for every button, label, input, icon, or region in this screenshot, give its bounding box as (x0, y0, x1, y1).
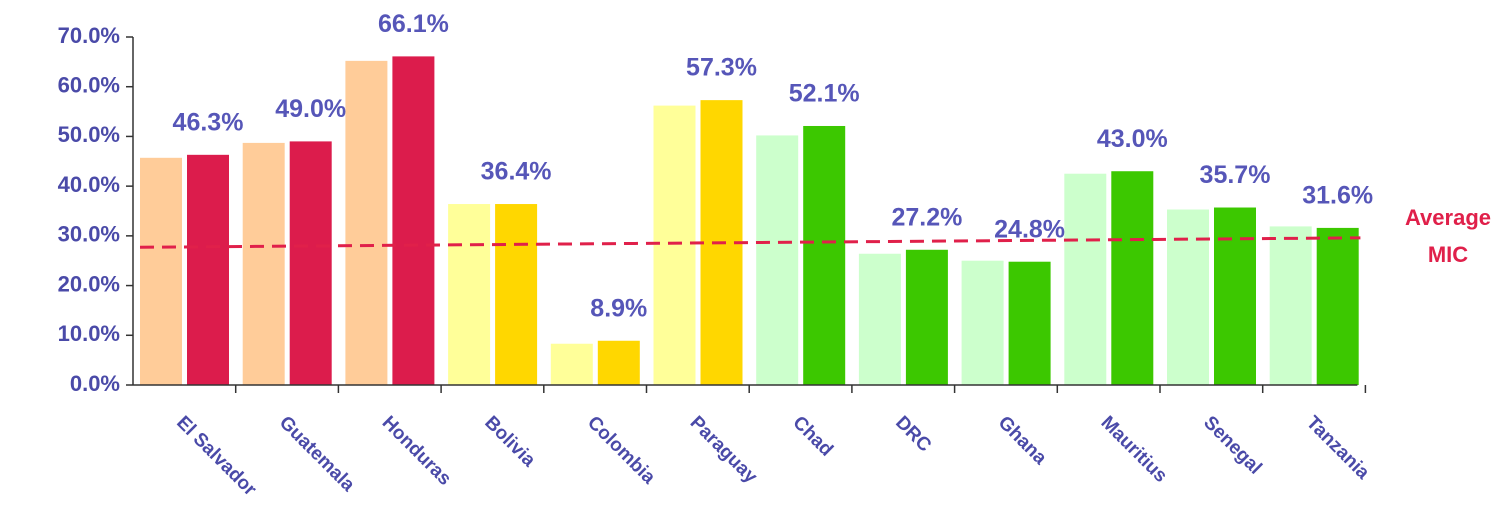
y-tick-label: 40.0% (58, 172, 120, 197)
bar (495, 204, 538, 385)
average-label: MIC (1428, 242, 1468, 267)
average-line (139, 236, 1361, 249)
bar (803, 125, 846, 385)
bar (1316, 227, 1359, 385)
bar (392, 56, 435, 385)
x-tick-label: Guatemala (275, 412, 359, 496)
bar (242, 142, 285, 385)
y-tick-label: 30.0% (58, 222, 120, 247)
bar (961, 260, 1004, 385)
y-tick-label: 70.0% (58, 23, 120, 48)
x-tick-label: Bolivia (480, 412, 539, 471)
bar (756, 135, 799, 385)
value-label: 27.2% (891, 203, 962, 231)
bar (289, 141, 332, 385)
average-label: Average (1405, 205, 1491, 230)
bar (653, 105, 696, 385)
x-tick-label: Colombia (583, 412, 659, 488)
bar (1008, 261, 1051, 385)
value-label: 43.0% (1097, 125, 1168, 153)
x-tick-label: Mauritius (1097, 412, 1172, 487)
y-tick-label: 50.0% (58, 122, 120, 147)
bar (1064, 173, 1107, 385)
x-tick-label: Chad (788, 412, 836, 460)
bar (448, 204, 491, 385)
x-tick-label: Paraguay (686, 412, 762, 488)
y-tick-label: 10.0% (58, 321, 120, 346)
value-label: 46.3% (173, 108, 244, 136)
value-label: 36.4% (481, 158, 552, 186)
bar (1111, 171, 1154, 385)
x-tick-label: DRC (891, 412, 935, 456)
x-tick-label: Senegal (1199, 412, 1265, 478)
value-label: 49.0% (275, 95, 346, 123)
bar (597, 340, 640, 385)
bar (1214, 207, 1256, 385)
x-tick-label: Honduras (378, 412, 456, 490)
bar (140, 157, 182, 385)
bar (345, 60, 388, 386)
bar (187, 154, 229, 385)
value-label: 52.1% (789, 80, 860, 108)
value-label: 31.6% (1302, 182, 1373, 210)
y-tick-label: 20.0% (58, 271, 120, 296)
y-tick-label: 0.0% (70, 371, 120, 396)
bar (905, 249, 948, 385)
value-label: 24.8% (994, 215, 1065, 243)
bar (1269, 226, 1312, 385)
value-label: 35.7% (1200, 161, 1271, 189)
value-label: 57.3% (686, 54, 757, 82)
value-label: 66.1% (378, 10, 449, 38)
bar (858, 253, 901, 385)
bar (1167, 209, 1209, 385)
bar (550, 343, 593, 385)
y-tick-label: 60.0% (58, 73, 120, 98)
x-tick-label: Tanzania (1302, 412, 1374, 484)
value-label: 8.9% (590, 294, 647, 322)
x-tick-label: El Salvador (172, 412, 260, 500)
x-tick-label: Ghana (994, 412, 1051, 469)
